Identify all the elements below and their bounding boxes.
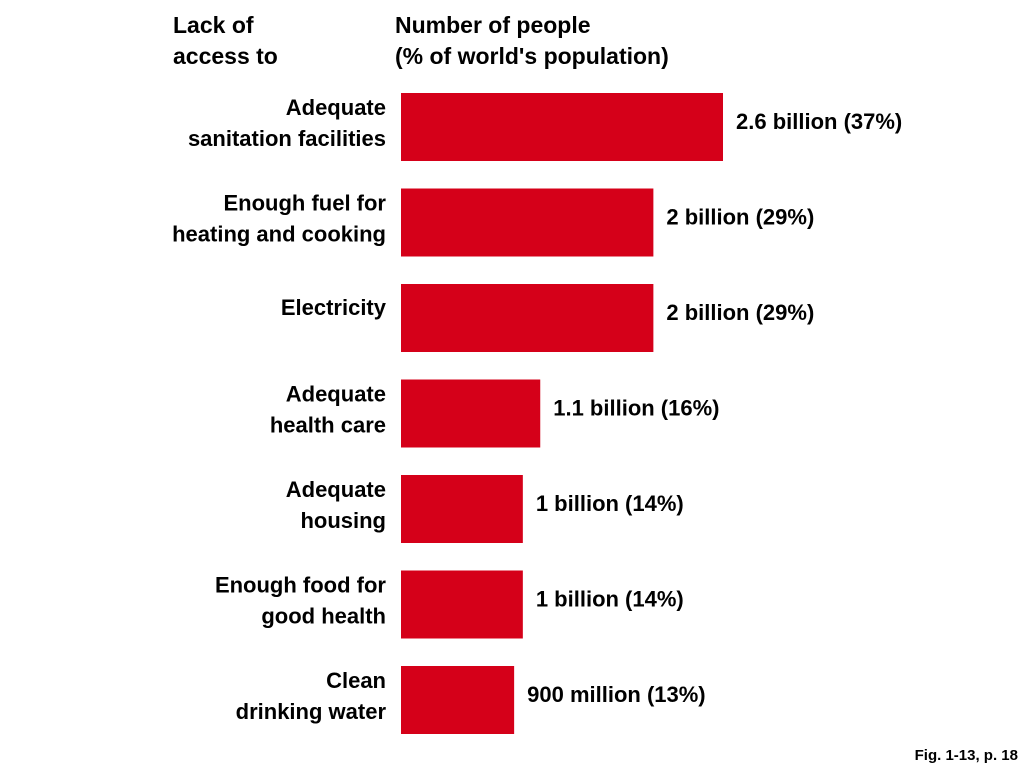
value-label: 2 billion (29%)	[666, 205, 814, 230]
bar	[401, 284, 654, 352]
value-label: 900 million (13%)	[527, 682, 706, 707]
category-column-header: Lack of access to	[173, 12, 278, 69]
bar	[401, 666, 515, 734]
category-label: Adequate health care	[270, 382, 386, 438]
value-label: 2 billion (29%)	[666, 300, 814, 325]
value-label: 1 billion (14%)	[536, 587, 684, 612]
bar	[401, 379, 541, 448]
value-label: 2.6 billion (37%)	[736, 109, 902, 134]
category-label: Adequate housing	[286, 477, 386, 533]
category-label: Adequate sanitation facilities	[188, 95, 386, 151]
bar	[401, 570, 523, 639]
value-column-header: Number of people (% of world's populatio…	[395, 12, 669, 69]
figure-caption: Fig. 1-13, p. 18	[914, 747, 1018, 764]
bar	[401, 93, 723, 161]
value-label: 1.1 billion (16%)	[553, 396, 719, 421]
bar	[401, 475, 523, 543]
category-label: Clean drinking water	[236, 668, 387, 724]
bar	[401, 188, 654, 257]
category-label: Enough fuel for heating and cooking	[172, 191, 386, 247]
value-label: 1 billion (14%)	[536, 491, 684, 516]
category-label: Enough food for good health	[215, 573, 386, 629]
category-label: Electricity	[281, 295, 387, 320]
